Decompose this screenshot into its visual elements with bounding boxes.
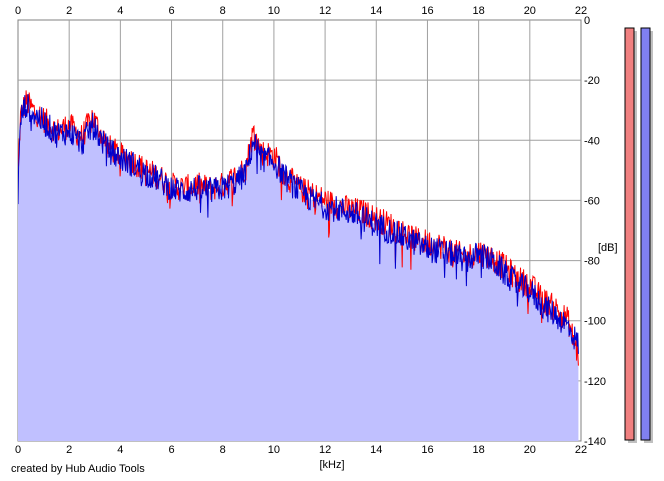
x-tick-label-top: 18 [473, 5, 485, 17]
x-tick-label-bottom: 6 [168, 444, 174, 456]
level-meters [624, 27, 653, 443]
x-tick-label-bottom: 16 [421, 444, 433, 456]
x-tick-label-bottom: 14 [370, 444, 382, 456]
y-tick-label: 0 [584, 15, 590, 27]
x-tick-label-top: 8 [220, 5, 226, 17]
x-tick-label-top: 14 [370, 5, 382, 17]
x-tick-label-bottom: 2 [66, 444, 72, 456]
y-tick-label: -20 [584, 75, 600, 87]
x-tick-label-top: 12 [319, 5, 331, 17]
x-tick-label-top: 16 [421, 5, 433, 17]
y-tick-label: -40 [584, 135, 600, 147]
level-meter-r [640, 27, 651, 441]
x-tick-label-bottom: 18 [473, 444, 485, 456]
x-tick-label-bottom: 8 [220, 444, 226, 456]
x-tick-label-top: 20 [524, 5, 536, 17]
x-tick-label-top: 2 [66, 5, 72, 17]
x-tick-label-top: 6 [168, 5, 174, 17]
x-tick-label-bottom: 10 [268, 444, 280, 456]
x-tick-label-bottom: 22 [575, 444, 587, 456]
x-tick-label-bottom: 12 [319, 444, 331, 456]
y-tick-label: -60 [584, 195, 600, 207]
x-tick-label-top: 0 [15, 5, 21, 17]
x-tick-labels-bottom: 0 2 4 6 8 10 12 14 16 18 20 22 [15, 444, 587, 456]
x-tick-label-bottom: 4 [117, 444, 123, 456]
y-tick-label: -100 [584, 316, 606, 328]
x-tick-label-top: 22 [575, 5, 587, 17]
y-tick-label: -120 [584, 376, 606, 388]
credit-text: created by Hub Audio Tools [11, 463, 145, 475]
x-axis-title: [kHz] [319, 459, 344, 471]
y-tick-label: -140 [584, 436, 606, 448]
x-tick-labels-top: 0 2 4 6 8 10 12 14 16 18 20 22 [15, 5, 587, 17]
series-blue-line [18, 94, 579, 354]
level-meter-l [624, 27, 635, 441]
y-tick-labels: 0 -20 -40 -60 -80 -100 -120 -140 [584, 15, 606, 448]
x-tick-label-bottom: 20 [524, 444, 536, 456]
y-axis-title: [dB] [598, 242, 618, 254]
y-tick-label: -80 [584, 256, 600, 268]
x-tick-label-top: 10 [268, 5, 280, 17]
x-tick-label-bottom: 0 [15, 444, 21, 456]
x-tick-label-top: 4 [117, 5, 123, 17]
series-layer [18, 90, 579, 366]
